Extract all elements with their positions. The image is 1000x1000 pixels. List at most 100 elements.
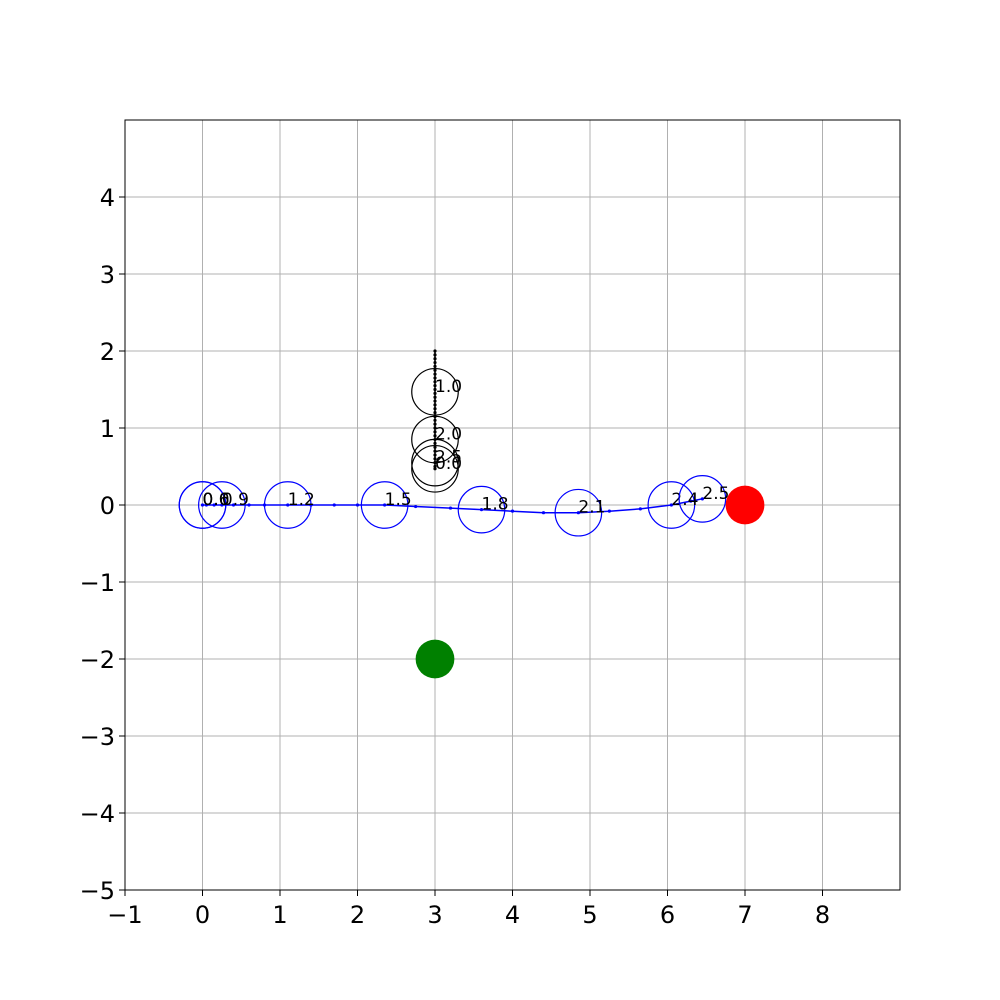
- time-label: 2.5: [435, 448, 462, 468]
- trajectory-point: [700, 497, 704, 501]
- trajectory-point: [332, 503, 336, 507]
- trajectory-point: [414, 504, 418, 509]
- time-label: 0.6: [203, 490, 230, 510]
- trajectory-point: [286, 503, 290, 507]
- time-label: 2.0: [435, 425, 462, 445]
- trajectory-point: [433, 464, 437, 469]
- target-marker: [725, 485, 765, 525]
- x-tick-label: 0: [195, 901, 210, 929]
- trajectory-point: [433, 445, 437, 449]
- trajectory-point: [200, 503, 205, 507]
- trajectory-point: [433, 357, 437, 361]
- y-tick-label: 2: [100, 338, 115, 366]
- agent-snapshot-circle: [678, 474, 727, 523]
- agent-snapshot-circle: [554, 488, 603, 537]
- x-tick-label: 5: [582, 901, 597, 929]
- trajectory-point: [433, 422, 437, 426]
- y-tick-label: 1: [100, 415, 115, 443]
- trajectory-point: [638, 507, 642, 511]
- trajectory-point: [433, 418, 437, 422]
- trajectory-point: [212, 503, 216, 507]
- trajectory-point: [433, 453, 437, 457]
- agent-snapshot-circle: [360, 481, 409, 529]
- trajectory-point: [220, 503, 224, 507]
- agent-snapshot-circle: [263, 481, 312, 529]
- trajectory-point: [433, 387, 437, 392]
- trajectory-point: [433, 434, 437, 438]
- trajectory-point: [433, 395, 437, 399]
- time-label: 1.2: [288, 490, 315, 510]
- trajectory-point: [247, 503, 251, 507]
- trajectory-point: [576, 511, 580, 515]
- trajectory-point: [433, 391, 437, 395]
- x-tick-label: 7: [737, 901, 752, 929]
- trajectory-point: [433, 441, 437, 445]
- trajectory-point: [689, 499, 693, 503]
- trajectory-point: [355, 503, 360, 507]
- x-tick-label: 3: [427, 901, 442, 929]
- time-label: 2.5: [702, 484, 729, 504]
- time-label: 2.1: [578, 498, 605, 518]
- agent-snapshot-circle: [647, 481, 696, 529]
- time-label: 1.0: [435, 377, 462, 397]
- trajectory-point: [433, 384, 437, 388]
- time-label: 2.4: [671, 490, 698, 510]
- y-tick-label: 4: [100, 184, 115, 212]
- agent-snapshot-circle: [457, 485, 506, 534]
- time-label: 0.0: [435, 454, 462, 474]
- time-label: 1.8: [482, 495, 509, 515]
- y-tick-label: 0: [100, 492, 115, 520]
- trajectory-point: [383, 503, 387, 507]
- trajectory-point: [669, 503, 673, 507]
- trajectory-point: [607, 509, 611, 513]
- trajectory-point: [433, 399, 437, 403]
- trajectory-point: [433, 368, 437, 372]
- agent-snapshot-circle: [411, 444, 459, 493]
- trajectory-point: [433, 403, 437, 407]
- x-tick-label: 2: [350, 901, 365, 929]
- time-label: 0.9: [222, 490, 249, 510]
- trajectory-point: [204, 503, 208, 507]
- trajectory-point: [479, 508, 484, 512]
- trajectory-point: [433, 449, 437, 453]
- trajectory-point: [433, 411, 437, 415]
- trajectory-point: [231, 503, 236, 507]
- plot-data: 0.00.60.9 1.2 1.5 1.8 2.1 2.4 2.51.02.02.50.0: [178, 349, 765, 679]
- agent-snapshot-circle: [411, 367, 459, 416]
- trajectory-point: [433, 430, 437, 434]
- x-tick-label: 8: [815, 901, 830, 929]
- trajectory-point: [433, 364, 437, 368]
- agent-snapshot-circle: [178, 481, 227, 529]
- trajectory-point: [510, 509, 515, 513]
- trajectory-point: [433, 380, 437, 384]
- time-label: 1.5: [385, 490, 412, 510]
- trajectory-point: [433, 353, 437, 357]
- x-tick-label: −1: [107, 901, 142, 929]
- axis-ticks: −1 0 1 2 3 4 5 6 7 8 −5 −4 −3 −2 −1 0 1 2 3 4: [80, 184, 831, 929]
- agent-snapshot-circle: [411, 438, 459, 487]
- trajectory-point: [433, 349, 437, 353]
- time-label: 0.0: [203, 490, 230, 510]
- agent-snapshot-circle: [411, 415, 459, 464]
- trajectory-point: [433, 372, 437, 376]
- trajectory-point: [433, 407, 437, 411]
- agent-snapshot-circle: [198, 481, 246, 529]
- trajectory-point: [433, 360, 437, 365]
- y-tick-label: −5: [80, 877, 115, 905]
- y-tick-label: −1: [80, 569, 115, 597]
- trajectory-point: [448, 506, 453, 510]
- trajectory-point: [433, 457, 437, 461]
- trajectory-point: [433, 426, 437, 430]
- x-tick-label: 1: [272, 901, 287, 929]
- x-tick-label: 6: [660, 901, 675, 929]
- trajectory-point: [433, 467, 437, 471]
- y-tick-label: −4: [80, 800, 115, 828]
- target-marker: [415, 639, 455, 679]
- x-tick-label: 4: [505, 901, 520, 929]
- y-tick-label: −3: [80, 723, 115, 751]
- trajectory-point: [433, 376, 437, 380]
- y-tick-label: −2: [80, 646, 115, 674]
- trajectory-point: [541, 511, 546, 515]
